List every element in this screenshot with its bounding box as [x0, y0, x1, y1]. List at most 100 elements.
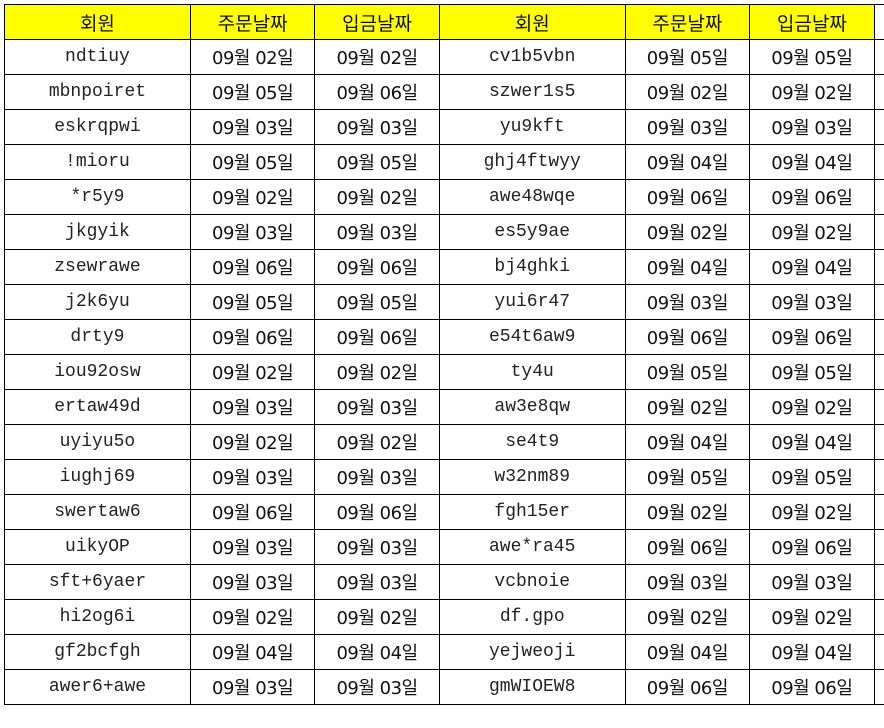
cell-payment-date[interactable]: 09월 04일: [749, 424, 875, 460]
cell-payment-date[interactable]: 09월 05일: [749, 39, 875, 75]
cell-payment-date[interactable]: 09월 02일: [314, 39, 440, 75]
cell-payment-date[interactable]: 09월 04일: [314, 634, 440, 670]
cell-payment-date[interactable]: 09월 04일: [749, 249, 875, 285]
cell-member[interactable]: !mioru: [4, 144, 191, 180]
cell-payment-date[interactable]: 09월 05일: [314, 144, 440, 180]
cell-order-date[interactable]: 09월 04일: [624, 634, 751, 670]
cell-payment-date[interactable]: 09월 06일: [749, 529, 875, 565]
cell-member[interactable]: se4t9: [438, 424, 626, 460]
cell-member[interactable]: cv1b5vbn: [438, 39, 626, 75]
cell-member[interactable]: es5y9ae: [438, 214, 626, 250]
empty-cell[interactable]: [873, 494, 884, 530]
cell-order-date[interactable]: 09월 05일: [624, 459, 751, 495]
cell-order-date[interactable]: 09월 02일: [189, 354, 316, 390]
cell-member[interactable]: vcbnoie: [438, 564, 626, 600]
cell-member[interactable]: yu9kft: [438, 109, 626, 145]
cell-payment-date[interactable]: 09월 06일: [314, 74, 440, 110]
cell-payment-date[interactable]: 09월 02일: [314, 354, 440, 390]
cell-payment-date[interactable]: 09월 03일: [314, 214, 440, 250]
cell-order-date[interactable]: 09월 02일: [189, 39, 316, 75]
cell-order-date[interactable]: 09월 02일: [624, 389, 751, 425]
cell-member[interactable]: awer6+awe: [4, 669, 191, 705]
empty-cell[interactable]: [873, 39, 884, 75]
cell-payment-date[interactable]: 09월 03일: [749, 284, 875, 320]
cell-member[interactable]: j2k6yu: [4, 284, 191, 320]
cell-order-date[interactable]: 09월 06일: [624, 319, 751, 355]
cell-order-date[interactable]: 09월 06일: [624, 669, 751, 705]
empty-cell[interactable]: [873, 144, 884, 180]
cell-member[interactable]: gf2bcfgh: [4, 634, 191, 670]
cell-member[interactable]: jkgyik: [4, 214, 191, 250]
cell-member[interactable]: *r5y9: [4, 179, 191, 215]
cell-order-date[interactable]: 09월 02일: [189, 424, 316, 460]
cell-payment-date[interactable]: 09월 03일: [314, 564, 440, 600]
header-payment-date[interactable]: 입금날짜: [749, 4, 875, 40]
cell-member[interactable]: gmWIOEW8: [438, 669, 626, 705]
cell-order-date[interactable]: 09월 04일: [624, 249, 751, 285]
empty-cell[interactable]: [873, 354, 884, 390]
cell-payment-date[interactable]: 09월 05일: [314, 284, 440, 320]
cell-order-date[interactable]: 09월 06일: [189, 319, 316, 355]
empty-cell[interactable]: [873, 599, 884, 635]
cell-payment-date[interactable]: 09월 02일: [749, 389, 875, 425]
empty-cell[interactable]: [873, 459, 884, 495]
empty-cell[interactable]: [873, 529, 884, 565]
cell-payment-date[interactable]: 09월 03일: [314, 109, 440, 145]
cell-member[interactable]: ghj4ftwyy: [438, 144, 626, 180]
cell-payment-date[interactable]: 09월 03일: [314, 669, 440, 705]
cell-member[interactable]: drty9: [4, 319, 191, 355]
cell-member[interactable]: iughj69: [4, 459, 191, 495]
empty-cell[interactable]: [873, 424, 884, 460]
cell-member[interactable]: ertaw49d: [4, 389, 191, 425]
cell-payment-date[interactable]: 09월 03일: [749, 564, 875, 600]
cell-payment-date[interactable]: 09월 05일: [749, 459, 875, 495]
cell-order-date[interactable]: 09월 03일: [189, 214, 316, 250]
header-order-date[interactable]: 주문날짜: [624, 4, 751, 40]
cell-order-date[interactable]: 09월 03일: [189, 669, 316, 705]
cell-order-date[interactable]: 09월 03일: [189, 564, 316, 600]
empty-cell[interactable]: [873, 179, 884, 215]
cell-payment-date[interactable]: 09월 02일: [749, 214, 875, 250]
cell-payment-date[interactable]: 09월 02일: [314, 179, 440, 215]
cell-member[interactable]: df.gpo: [438, 599, 626, 635]
cell-payment-date[interactable]: 09월 02일: [749, 74, 875, 110]
cell-order-date[interactable]: 09월 04일: [189, 634, 316, 670]
cell-order-date[interactable]: 09월 02일: [189, 599, 316, 635]
cell-payment-date[interactable]: 09월 06일: [749, 179, 875, 215]
cell-payment-date[interactable]: 09월 03일: [749, 109, 875, 145]
empty-cell[interactable]: [873, 564, 884, 600]
cell-order-date[interactable]: 09월 02일: [624, 599, 751, 635]
cell-payment-date[interactable]: 09월 06일: [314, 249, 440, 285]
cell-order-date[interactable]: 09월 06일: [189, 249, 316, 285]
cell-order-date[interactable]: 09월 03일: [624, 564, 751, 600]
cell-order-date[interactable]: 09월 02일: [624, 494, 751, 530]
header-member[interactable]: 회원: [4, 4, 191, 40]
cell-payment-date[interactable]: 09월 06일: [749, 669, 875, 705]
cell-payment-date[interactable]: 09월 02일: [749, 494, 875, 530]
cell-payment-date[interactable]: 09월 06일: [749, 319, 875, 355]
cell-member[interactable]: e54t6aw9: [438, 319, 626, 355]
empty-cell[interactable]: [873, 389, 884, 425]
cell-member[interactable]: sft+6yaer: [4, 564, 191, 600]
empty-cell[interactable]: [873, 669, 884, 705]
cell-order-date[interactable]: 09월 05일: [189, 284, 316, 320]
cell-member[interactable]: yejweoji: [438, 634, 626, 670]
empty-cell[interactable]: [873, 284, 884, 320]
cell-member[interactable]: ty4u: [438, 354, 626, 390]
cell-member[interactable]: aw3e8qw: [438, 389, 626, 425]
cell-payment-date[interactable]: 09월 03일: [314, 389, 440, 425]
cell-member[interactable]: bj4ghki: [438, 249, 626, 285]
cell-order-date[interactable]: 09월 03일: [189, 529, 316, 565]
cell-member[interactable]: swertaw6: [4, 494, 191, 530]
cell-member[interactable]: awe48wqe: [438, 179, 626, 215]
cell-order-date[interactable]: 09월 06일: [189, 494, 316, 530]
cell-payment-date[interactable]: 09월 02일: [749, 599, 875, 635]
cell-payment-date[interactable]: 09월 03일: [314, 529, 440, 565]
cell-order-date[interactable]: 09월 03일: [624, 109, 751, 145]
cell-order-date[interactable]: 09월 03일: [624, 284, 751, 320]
empty-cell[interactable]: [873, 109, 884, 145]
cell-member[interactable]: eskrqpwi: [4, 109, 191, 145]
cell-member[interactable]: ndtiuy: [4, 39, 191, 75]
cell-payment-date[interactable]: 09월 04일: [749, 634, 875, 670]
cell-member[interactable]: uikyOP: [4, 529, 191, 565]
